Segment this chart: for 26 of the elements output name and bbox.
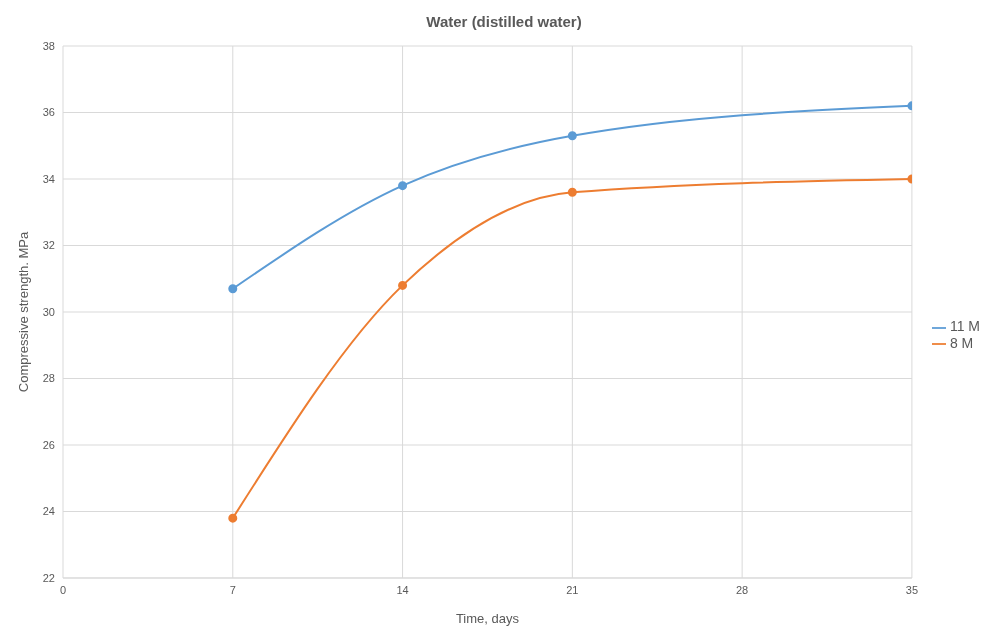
y-tick-label: 26 — [42, 438, 55, 451]
point — [567, 131, 577, 141]
y-tick-label: 28 — [42, 372, 55, 385]
y-tick-label: 22 — [42, 571, 55, 584]
y-tick-label: 36 — [42, 106, 55, 119]
y-axis-title: Compressive strength. MPa — [15, 231, 31, 393]
x-axis-title: Time, days — [455, 611, 520, 626]
y-tick-label: 24 — [42, 505, 55, 518]
x-tick-label: 14 — [396, 583, 409, 596]
legend-label: 8 M — [949, 334, 974, 351]
x-tick-label: 0 — [59, 583, 67, 596]
x-tick-label: 28 — [736, 583, 749, 596]
point — [398, 181, 408, 191]
point — [228, 284, 238, 294]
y-tick-label: 30 — [42, 305, 55, 318]
chart-title: Water (distilled water) — [425, 12, 583, 32]
legend-label: 11 M — [949, 318, 980, 335]
x-tick-label: 7 — [229, 583, 236, 596]
point — [567, 187, 577, 197]
y-tick-label: 32 — [42, 239, 55, 252]
point — [228, 513, 238, 523]
point — [398, 280, 408, 290]
x-tick-label: 35 — [905, 583, 919, 596]
x-tick-label: 21 — [566, 583, 579, 596]
y-tick-label: 34 — [42, 172, 55, 185]
y-tick-label: 38 — [42, 39, 55, 52]
